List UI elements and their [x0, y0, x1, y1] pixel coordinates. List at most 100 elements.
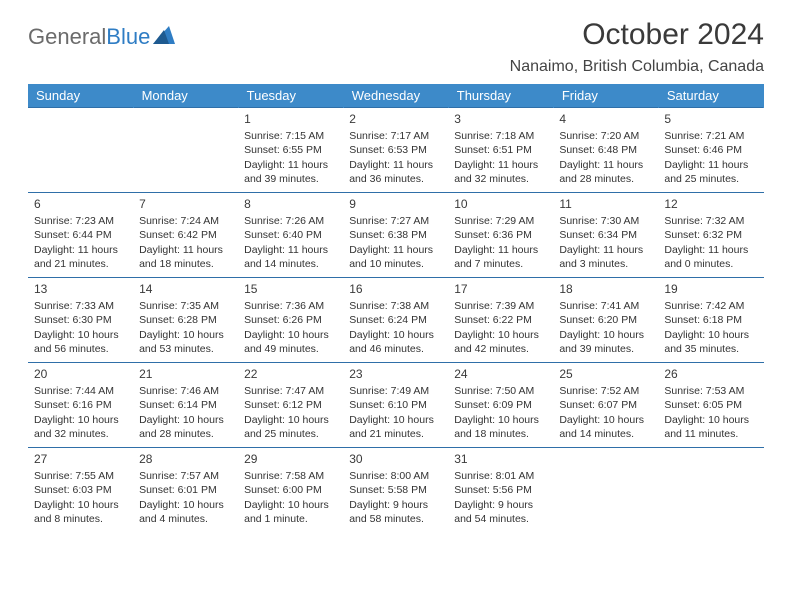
sunset-text: Sunset: 6:26 PM: [244, 313, 337, 327]
day-header: Saturday: [658, 84, 763, 108]
daylight-text: Daylight: 11 hours and 39 minutes.: [244, 158, 337, 186]
sunset-text: Sunset: 6:12 PM: [244, 398, 337, 412]
sunset-text: Sunset: 6:53 PM: [349, 143, 442, 157]
sunset-text: Sunset: 6:44 PM: [34, 228, 127, 242]
day-header: Friday: [553, 84, 658, 108]
sunset-text: Sunset: 6:00 PM: [244, 483, 337, 497]
sunset-text: Sunset: 6:40 PM: [244, 228, 337, 242]
calendar-cell: [553, 448, 658, 533]
day-header: Monday: [133, 84, 238, 108]
calendar-cell: 20Sunrise: 7:44 AMSunset: 6:16 PMDayligh…: [28, 363, 133, 448]
daylight-text: Daylight: 11 hours and 10 minutes.: [349, 243, 442, 271]
day-number: 2: [349, 111, 442, 127]
calendar-table: SundayMondayTuesdayWednesdayThursdayFrid…: [28, 84, 764, 533]
calendar-cell: 5Sunrise: 7:21 AMSunset: 6:46 PMDaylight…: [658, 108, 763, 193]
sunrise-text: Sunrise: 7:52 AM: [559, 384, 652, 398]
calendar-week: 6Sunrise: 7:23 AMSunset: 6:44 PMDaylight…: [28, 193, 764, 278]
calendar-page: GeneralBlue October 2024 Nanaimo, Britis…: [0, 0, 792, 533]
calendar-cell: 19Sunrise: 7:42 AMSunset: 6:18 PMDayligh…: [658, 278, 763, 363]
calendar-cell: 26 Sunrise: 7:53 AMSunset: 6:05 PMDayligh…: [658, 363, 763, 448]
daylight-text: Daylight: 10 hours and 11 minutes.: [664, 413, 757, 441]
calendar-body: 1Sunrise: 7:15 AMSunset: 6:55 PMDaylight…: [28, 108, 764, 533]
day-number: 1: [244, 111, 337, 127]
logo-triangle-icon: [153, 24, 175, 50]
daylight-text: Daylight: 11 hours and 3 minutes.: [559, 243, 652, 271]
logo-text-blue: Blue: [106, 24, 150, 50]
calendar-cell: 15Sunrise: 7:36 AMSunset: 6:26 PMDayligh…: [238, 278, 343, 363]
location-label: Nanaimo, British Columbia, Canada: [510, 58, 764, 76]
sunset-text: Sunset: 6:28 PM: [139, 313, 232, 327]
sunset-text: Sunset: 6:34 PM: [559, 228, 652, 242]
month-title: October 2024: [510, 18, 764, 52]
calendar-cell: 13Sunrise: 7:33 AMSunset: 6:30 PMDayligh…: [28, 278, 133, 363]
sunset-text: Sunset: 6:18 PM: [664, 313, 757, 327]
day-number: 23: [349, 366, 442, 382]
day-number: 21: [139, 366, 232, 382]
daylight-text: Daylight: 11 hours and 18 minutes.: [139, 243, 232, 271]
sunset-text: Sunset: 5:56 PM: [454, 483, 547, 497]
sunrise-text: Sunrise: 7:21 AM: [664, 129, 757, 143]
sunrise-text: Sunrise: 7:53 AM: [664, 384, 757, 398]
day-number: 25: [559, 366, 652, 382]
day-number: 26: [664, 366, 757, 382]
sunrise-text: Sunrise: 7:32 AM: [664, 214, 757, 228]
sunset-text: Sunset: 6:55 PM: [244, 143, 337, 157]
day-number: 19: [664, 281, 757, 297]
sunrise-text: Sunrise: 7:23 AM: [34, 214, 127, 228]
sunrise-text: Sunrise: 7:26 AM: [244, 214, 337, 228]
calendar-cell: 17Sunrise: 7:39 AMSunset: 6:22 PMDayligh…: [448, 278, 553, 363]
calendar-cell: 9Sunrise: 7:27 AMSunset: 6:38 PMDaylight…: [343, 193, 448, 278]
calendar-cell: 4Sunrise: 7:20 AMSunset: 6:48 PMDaylight…: [553, 108, 658, 193]
calendar-cell: 14Sunrise: 7:35 AMSunset: 6:28 PMDayligh…: [133, 278, 238, 363]
sunrise-text: Sunrise: 7:46 AM: [139, 384, 232, 398]
day-number: 3: [454, 111, 547, 127]
sunrise-text: Sunrise: 7:58 AM: [244, 469, 337, 483]
sunrise-text: Sunrise: 7:42 AM: [664, 299, 757, 313]
day-number: 28: [139, 451, 232, 467]
daylight-text: Daylight: 10 hours and 18 minutes.: [454, 413, 547, 441]
sunset-text: Sunset: 5:58 PM: [349, 483, 442, 497]
day-header: Sunday: [28, 84, 133, 108]
sunrise-text: Sunrise: 7:20 AM: [559, 129, 652, 143]
sunrise-text: Sunrise: 8:00 AM: [349, 469, 442, 483]
calendar-week: 27Sunrise: 7:55 AMSunset: 6:03 PMDayligh…: [28, 448, 764, 533]
sunset-text: Sunset: 6:07 PM: [559, 398, 652, 412]
day-number: 9: [349, 196, 442, 212]
day-number: 12: [664, 196, 757, 212]
day-header: Tuesday: [238, 84, 343, 108]
sunset-text: Sunset: 6:03 PM: [34, 483, 127, 497]
sunset-text: Sunset: 6:30 PM: [34, 313, 127, 327]
calendar-cell: 31Sunrise: 8:01 AMSunset: 5:56 PMDayligh…: [448, 448, 553, 533]
calendar-cell: 7Sunrise: 7:24 AMSunset: 6:42 PMDaylight…: [133, 193, 238, 278]
sunrise-text: Sunrise: 7:35 AM: [139, 299, 232, 313]
sunrise-text: Sunrise: 7:57 AM: [139, 469, 232, 483]
sunrise-text: Sunrise: 7:38 AM: [349, 299, 442, 313]
sunset-text: Sunset: 6:05 PM: [664, 398, 757, 412]
daylight-text: Daylight: 11 hours and 7 minutes.: [454, 243, 547, 271]
calendar-cell: 11Sunrise: 7:30 AMSunset: 6:34 PMDayligh…: [553, 193, 658, 278]
daylight-text: Daylight: 10 hours and 32 minutes.: [34, 413, 127, 441]
day-number: 27: [34, 451, 127, 467]
calendar-cell: 29Sunrise: 7:58 AMSunset: 6:00 PMDayligh…: [238, 448, 343, 533]
calendar-cell: 24Sunrise: 7:50 AMSunset: 6:09 PMDayligh…: [448, 363, 553, 448]
sunrise-text: Sunrise: 7:15 AM: [244, 129, 337, 143]
daylight-text: Daylight: 10 hours and 53 minutes.: [139, 328, 232, 356]
sunset-text: Sunset: 6:20 PM: [559, 313, 652, 327]
daylight-text: Daylight: 10 hours and 39 minutes.: [559, 328, 652, 356]
daylight-text: Daylight: 10 hours and 56 minutes.: [34, 328, 127, 356]
day-number: 31: [454, 451, 547, 467]
day-number: 7: [139, 196, 232, 212]
day-number: 30: [349, 451, 442, 467]
calendar-week: 1Sunrise: 7:15 AMSunset: 6:55 PMDaylight…: [28, 108, 764, 193]
day-number: 10: [454, 196, 547, 212]
sunrise-text: Sunrise: 7:27 AM: [349, 214, 442, 228]
day-number: 5: [664, 111, 757, 127]
sunset-text: Sunset: 6:22 PM: [454, 313, 547, 327]
daylight-text: Daylight: 10 hours and 42 minutes.: [454, 328, 547, 356]
calendar-cell: 28Sunrise: 7:57 AMSunset: 6:01 PMDayligh…: [133, 448, 238, 533]
daylight-text: Daylight: 11 hours and 32 minutes.: [454, 158, 547, 186]
day-number: 22: [244, 366, 337, 382]
day-header: Thursday: [448, 84, 553, 108]
sunset-text: Sunset: 6:51 PM: [454, 143, 547, 157]
calendar-cell: 2Sunrise: 7:17 AMSunset: 6:53 PMDaylight…: [343, 108, 448, 193]
